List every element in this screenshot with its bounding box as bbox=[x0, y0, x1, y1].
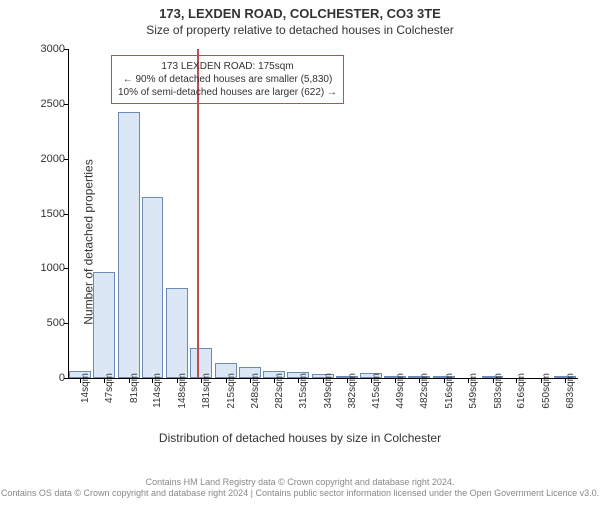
x-tick-label: 215sqm bbox=[226, 373, 237, 409]
x-tick-label: 415sqm bbox=[371, 373, 382, 409]
plot-area: 05001000150020002500300014sqm47sqm81sqm1… bbox=[68, 49, 578, 379]
x-tick-label: 650sqm bbox=[541, 373, 552, 409]
title-main: 173, LEXDEN ROAD, COLCHESTER, CO3 3TE bbox=[0, 6, 600, 21]
y-tick-label: 1500 bbox=[25, 208, 65, 220]
x-tick-label: 14sqm bbox=[80, 373, 91, 403]
x-tick-label: 382sqm bbox=[347, 373, 358, 409]
x-tick-label: 315sqm bbox=[298, 373, 309, 409]
y-tick-mark bbox=[64, 268, 69, 269]
x-tick-label: 683sqm bbox=[565, 373, 576, 409]
footer-line2: Contains OS data © Crown copyright and d… bbox=[0, 488, 600, 500]
footer: Contains HM Land Registry data © Crown c… bbox=[0, 477, 600, 500]
x-tick-label: 482sqm bbox=[419, 373, 430, 409]
chart-container: Number of detached properties 0500100015… bbox=[0, 37, 600, 447]
annotation-line1: 173 LEXDEN ROAD: 175sqm bbox=[118, 60, 337, 73]
x-tick-label: 282sqm bbox=[274, 373, 285, 409]
x-tick-label: 516sqm bbox=[444, 373, 455, 409]
annotation-box: 173 LEXDEN ROAD: 175sqm← 90% of detached… bbox=[111, 55, 344, 104]
x-tick-label: 449sqm bbox=[395, 373, 406, 409]
x-tick-label: 349sqm bbox=[323, 373, 334, 409]
x-tick-label: 181sqm bbox=[201, 373, 212, 409]
histogram-bar bbox=[142, 197, 164, 378]
x-tick-label: 148sqm bbox=[177, 373, 188, 409]
annotation-line2: ← 90% of detached houses are smaller (5,… bbox=[118, 73, 337, 86]
y-tick-label: 500 bbox=[25, 317, 65, 329]
y-tick-mark bbox=[64, 104, 69, 105]
y-tick-label: 3000 bbox=[25, 43, 65, 55]
histogram-bar bbox=[93, 272, 115, 378]
y-tick-mark bbox=[64, 378, 69, 379]
y-tick-mark bbox=[64, 49, 69, 50]
x-tick-label: 583sqm bbox=[493, 373, 504, 409]
y-tick-mark bbox=[64, 159, 69, 160]
y-tick-label: 0 bbox=[25, 372, 65, 384]
x-tick-label: 47sqm bbox=[104, 373, 115, 403]
histogram-bar bbox=[166, 288, 188, 378]
x-axis-label: Distribution of detached houses by size … bbox=[159, 431, 441, 445]
x-tick-label: 114sqm bbox=[152, 373, 163, 408]
histogram-bar bbox=[118, 112, 140, 378]
y-tick-label: 2500 bbox=[25, 98, 65, 110]
x-tick-label: 616sqm bbox=[516, 373, 527, 409]
y-tick-label: 1000 bbox=[25, 262, 65, 274]
title-sub: Size of property relative to detached ho… bbox=[0, 23, 600, 37]
y-tick-mark bbox=[64, 214, 69, 215]
x-tick-label: 549sqm bbox=[468, 373, 479, 409]
footer-line1: Contains HM Land Registry data © Crown c… bbox=[0, 477, 600, 489]
x-tick-label: 81sqm bbox=[129, 373, 140, 403]
x-tick-label: 248sqm bbox=[250, 373, 261, 409]
y-tick-mark bbox=[64, 323, 69, 324]
y-tick-label: 2000 bbox=[25, 153, 65, 165]
annotation-line3: 10% of semi-detached houses are larger (… bbox=[118, 86, 337, 99]
